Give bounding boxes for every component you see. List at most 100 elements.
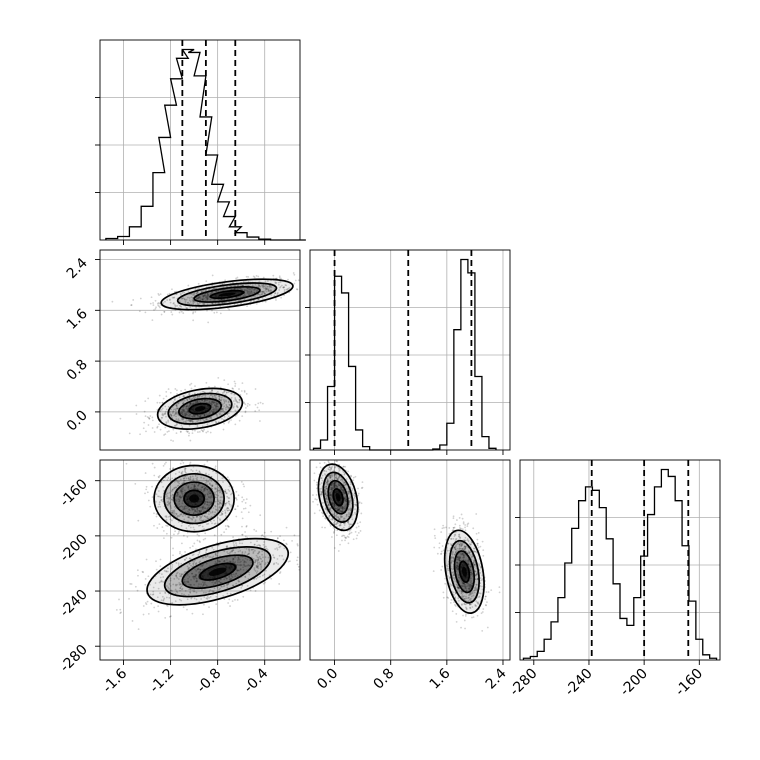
- sample-point: [194, 573, 197, 576]
- sample-point: [172, 401, 175, 404]
- sample-point: [360, 512, 363, 515]
- sample-point: [329, 467, 332, 470]
- sample-point: [216, 391, 219, 393]
- sample-point: [178, 482, 181, 485]
- sample-point: [333, 482, 336, 485]
- sample-point: [196, 425, 199, 428]
- sample-point: [180, 487, 183, 490]
- sample-point: [249, 589, 252, 592]
- sample-point: [232, 541, 235, 544]
- sample-point: [198, 583, 200, 586]
- sample-point: [180, 562, 183, 565]
- sample-point: [215, 402, 218, 405]
- sample-point: [207, 506, 210, 509]
- sample-point: [241, 496, 244, 499]
- sample-point: [182, 406, 184, 409]
- sample-point: [213, 581, 216, 584]
- sample-point: [119, 417, 122, 420]
- sample-point: [204, 294, 206, 297]
- sample-point: [153, 512, 155, 515]
- contour-line: [173, 481, 215, 517]
- sample-point: [315, 498, 318, 501]
- sample-point: [232, 549, 235, 552]
- sample-point: [157, 476, 160, 479]
- sample-point: [167, 430, 170, 433]
- sample-point: [172, 512, 175, 515]
- sample-point: [189, 509, 191, 512]
- sample-point: [236, 287, 239, 290]
- sample-point: [242, 483, 245, 486]
- sample-point: [219, 519, 222, 522]
- sample-point: [243, 298, 246, 301]
- sample-point: [183, 291, 186, 294]
- sample-point: [347, 521, 350, 523]
- sample-point: [196, 568, 199, 571]
- sample-point: [197, 484, 199, 487]
- sample-point: [192, 516, 195, 519]
- sample-point: [234, 382, 237, 385]
- sample-point: [187, 580, 189, 583]
- sample-point: [200, 516, 203, 518]
- sample-point: [218, 588, 220, 591]
- sample-point: [442, 596, 445, 599]
- sample-point: [228, 502, 231, 505]
- sample-point: [169, 391, 172, 394]
- sample-point: [145, 485, 148, 488]
- sample-point: [203, 489, 206, 492]
- sample-point: [203, 294, 205, 297]
- sample-point: [183, 475, 186, 478]
- sample-point: [239, 288, 242, 291]
- sample-point: [169, 584, 172, 587]
- sample-point: [206, 460, 209, 463]
- sample-point: [313, 512, 316, 515]
- sample-point: [171, 498, 173, 501]
- sample-point: [199, 415, 202, 418]
- sample-point: [235, 296, 238, 299]
- sample-point: [193, 507, 196, 510]
- sample-point: [225, 577, 228, 580]
- sample-point: [171, 288, 173, 291]
- sample-point: [243, 560, 246, 563]
- sample-point: [212, 406, 214, 409]
- sample-point: [239, 564, 242, 567]
- sample-point: [189, 461, 192, 464]
- sample-point: [188, 414, 191, 417]
- sample-point: [237, 557, 240, 560]
- sample-point: [231, 576, 234, 579]
- sample-point: [278, 289, 281, 291]
- sample-point: [321, 479, 324, 482]
- sample-point: [209, 516, 212, 519]
- sample-point: [181, 411, 184, 414]
- sample-point: [341, 539, 343, 542]
- sample-point: [182, 394, 185, 397]
- sample-point: [191, 509, 194, 511]
- sample-point: [215, 403, 218, 406]
- sample-point: [200, 509, 203, 512]
- sample-point: [145, 603, 148, 606]
- density-shade: [194, 406, 206, 412]
- sample-point: [350, 531, 353, 534]
- sample-point: [168, 299, 171, 301]
- sample-point: [147, 416, 150, 419]
- sample-point: [223, 560, 226, 562]
- sample-point: [272, 554, 275, 557]
- sample-point: [239, 399, 241, 402]
- sample-point: [257, 564, 260, 567]
- sample-point: [324, 517, 327, 520]
- sample-point: [157, 505, 160, 508]
- sample-point: [183, 518, 186, 521]
- sample-point: [207, 517, 209, 520]
- sample-point: [180, 542, 183, 545]
- sample-point: [174, 408, 177, 411]
- sample-point: [221, 408, 224, 411]
- sample-point: [188, 588, 191, 591]
- sample-point: [257, 558, 260, 561]
- sample-point: [170, 507, 173, 510]
- sample-point: [244, 502, 247, 504]
- sample-point: [368, 544, 370, 546]
- sample-point: [186, 565, 189, 568]
- sample-point: [263, 287, 266, 290]
- sample-point: [253, 300, 255, 303]
- sample-point: [253, 528, 256, 531]
- sample-point: [158, 423, 160, 426]
